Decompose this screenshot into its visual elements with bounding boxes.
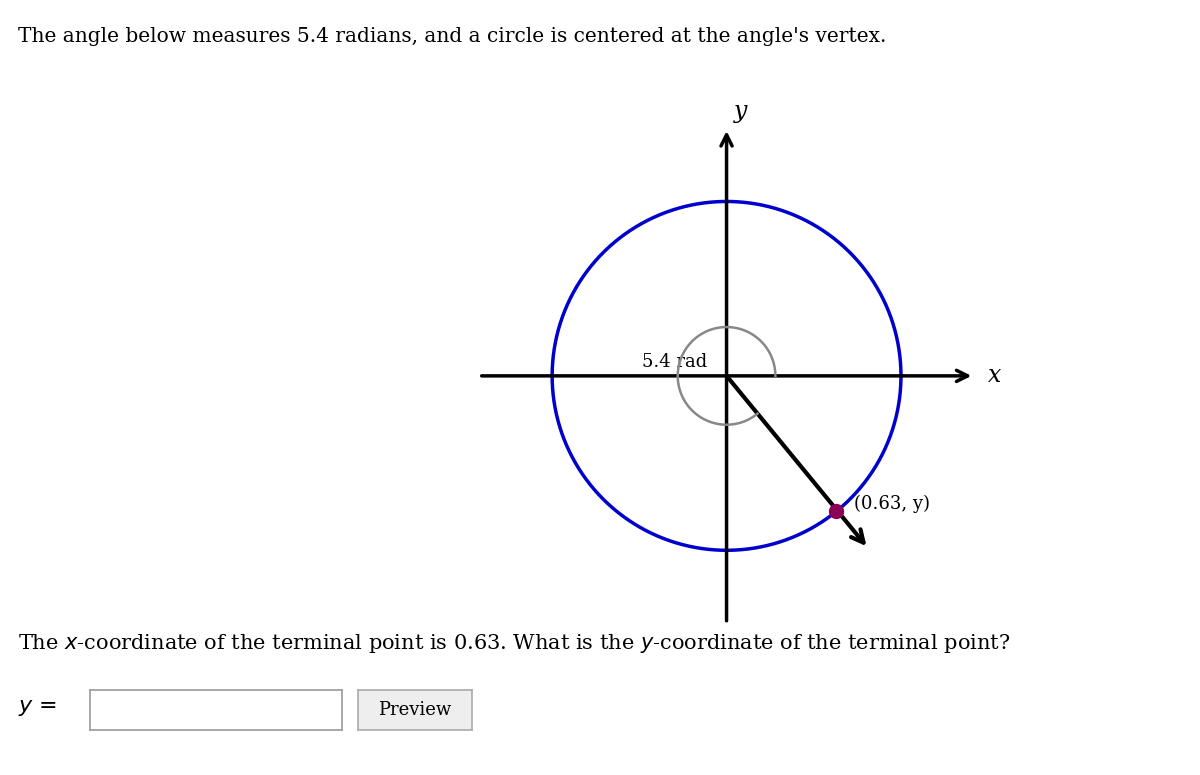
Text: Preview: Preview: [378, 701, 451, 719]
Text: y: y: [734, 100, 748, 123]
Text: (0.63, y): (0.63, y): [854, 494, 930, 513]
Text: $y$ =: $y$ =: [18, 696, 58, 718]
Text: 5.4 rad: 5.4 rad: [642, 353, 707, 371]
Text: The $x$-coordinate of the terminal point is 0.63. What is the $y$-coordinate of : The $x$-coordinate of the terminal point…: [18, 632, 1010, 655]
Text: x: x: [988, 364, 1002, 388]
Text: The angle below measures 5.4 radians, and a circle is centered at the angle's ve: The angle below measures 5.4 radians, an…: [18, 27, 887, 46]
